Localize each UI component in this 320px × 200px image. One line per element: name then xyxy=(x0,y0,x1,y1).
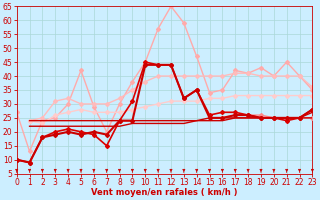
X-axis label: Vent moyen/en rafales ( km/h ): Vent moyen/en rafales ( km/h ) xyxy=(91,188,238,197)
